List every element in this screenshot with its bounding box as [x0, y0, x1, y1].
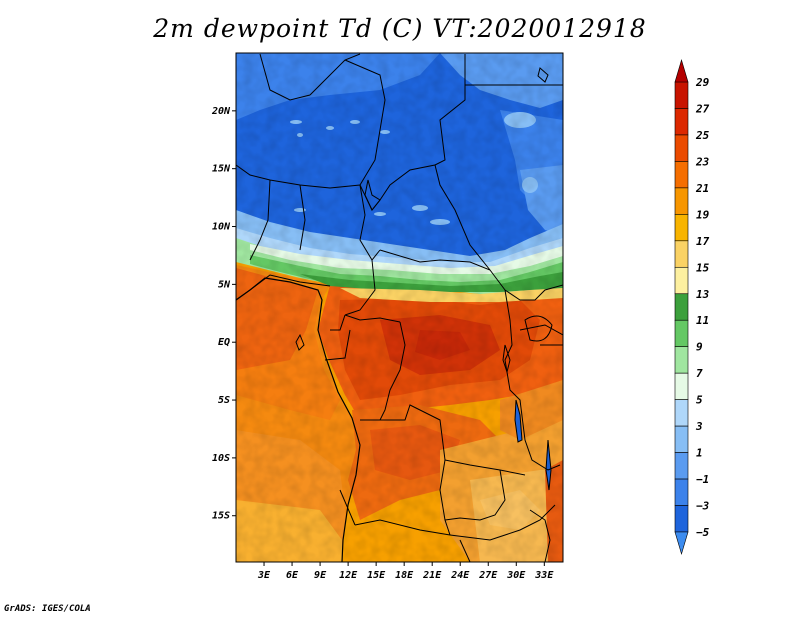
lon-tick-label: 9E: [314, 570, 327, 581]
legend-label: 1: [696, 447, 703, 460]
legend-label: −5: [696, 526, 710, 539]
legend-label: 15: [696, 261, 710, 274]
lat-tick-label: 20N: [211, 106, 231, 117]
lat-tick-label: 5N: [218, 279, 231, 290]
legend-color-box: [674, 478, 689, 506]
legend-label: −1: [696, 473, 709, 486]
lon-tick-label: 18E: [395, 570, 414, 581]
longitude-axis: 3E 6E 9E 12E 15E 18E 21E 24E 27E 30E 33E: [257, 562, 554, 581]
legend-label: 13: [696, 288, 710, 301]
legend-label: 3: [695, 420, 703, 433]
lat-tick-label: 10N: [212, 222, 231, 233]
legend-color-box: [674, 108, 689, 136]
latitude-axis: 20N 15N 10N 5N EQ 5S 10S 15S: [211, 106, 236, 522]
legend-label: 29: [695, 76, 710, 89]
legend-color-box: [674, 452, 689, 480]
legend-label: 23: [695, 155, 710, 168]
lat-tick-label: 5S: [218, 395, 230, 406]
legend-color-box: [674, 266, 689, 295]
color-legend: 29 27 25 23 21 19 17 15 13 11 9 7 5 3 1 −1 −3 −5: [674, 58, 710, 556]
legend-label: 17: [696, 235, 710, 248]
legend-color-box: [674, 81, 689, 109]
legend-label: 7: [696, 367, 703, 380]
legend-min-arrow: [674, 531, 689, 556]
map-border: [235, 52, 564, 563]
legend-color-box: [674, 161, 689, 189]
lon-tick-label: 3E: [257, 570, 271, 581]
legend-color-box: [674, 372, 689, 400]
map-frame: [236, 53, 563, 562]
legend-label: 25: [695, 129, 710, 142]
legend-color-box: [674, 214, 689, 242]
legend-color-box: [674, 134, 689, 162]
lon-tick-label: 33E: [534, 570, 554, 581]
lon-tick-label: 21E: [422, 570, 442, 581]
legend-label: 5: [696, 394, 703, 407]
lon-tick-label: 27E: [478, 570, 498, 581]
legend-label: 21: [695, 182, 709, 195]
lat-tick-label: 15N: [212, 164, 231, 175]
legend-color-box: [674, 319, 689, 348]
lat-tick-label: EQ: [218, 337, 230, 348]
lon-tick-label: 6E: [286, 570, 299, 581]
legend-color-box: [674, 505, 689, 533]
lon-tick-label: 24E: [450, 570, 470, 581]
map-title: 2m dewpoint Td (C) VT:2020012918: [153, 14, 647, 43]
legend-color-box: [674, 187, 689, 215]
coastline: [236, 277, 361, 562]
lon-tick-label: 15E: [367, 570, 386, 581]
lon-tick-label: 30E: [506, 570, 526, 581]
legend-label: 11: [696, 314, 709, 327]
lat-tick-label: 15S: [212, 511, 230, 522]
legend-max-arrow: [674, 58, 689, 83]
legend-label: 9: [696, 341, 703, 354]
legend-color-box: [674, 399, 689, 427]
legend-label: 27: [695, 102, 710, 115]
legend-color-box: [674, 293, 689, 321]
grads-credit: GrADS: IGES/COLA: [4, 604, 91, 614]
lat-tick-label: 10S: [212, 453, 230, 464]
lon-tick-label: 12E: [339, 570, 358, 581]
legend-label: −3: [696, 500, 710, 513]
legend-label: 19: [696, 208, 710, 221]
legend-color-box: [674, 346, 689, 374]
legend-color-box: [674, 425, 689, 453]
legend-color-box: [674, 240, 689, 268]
